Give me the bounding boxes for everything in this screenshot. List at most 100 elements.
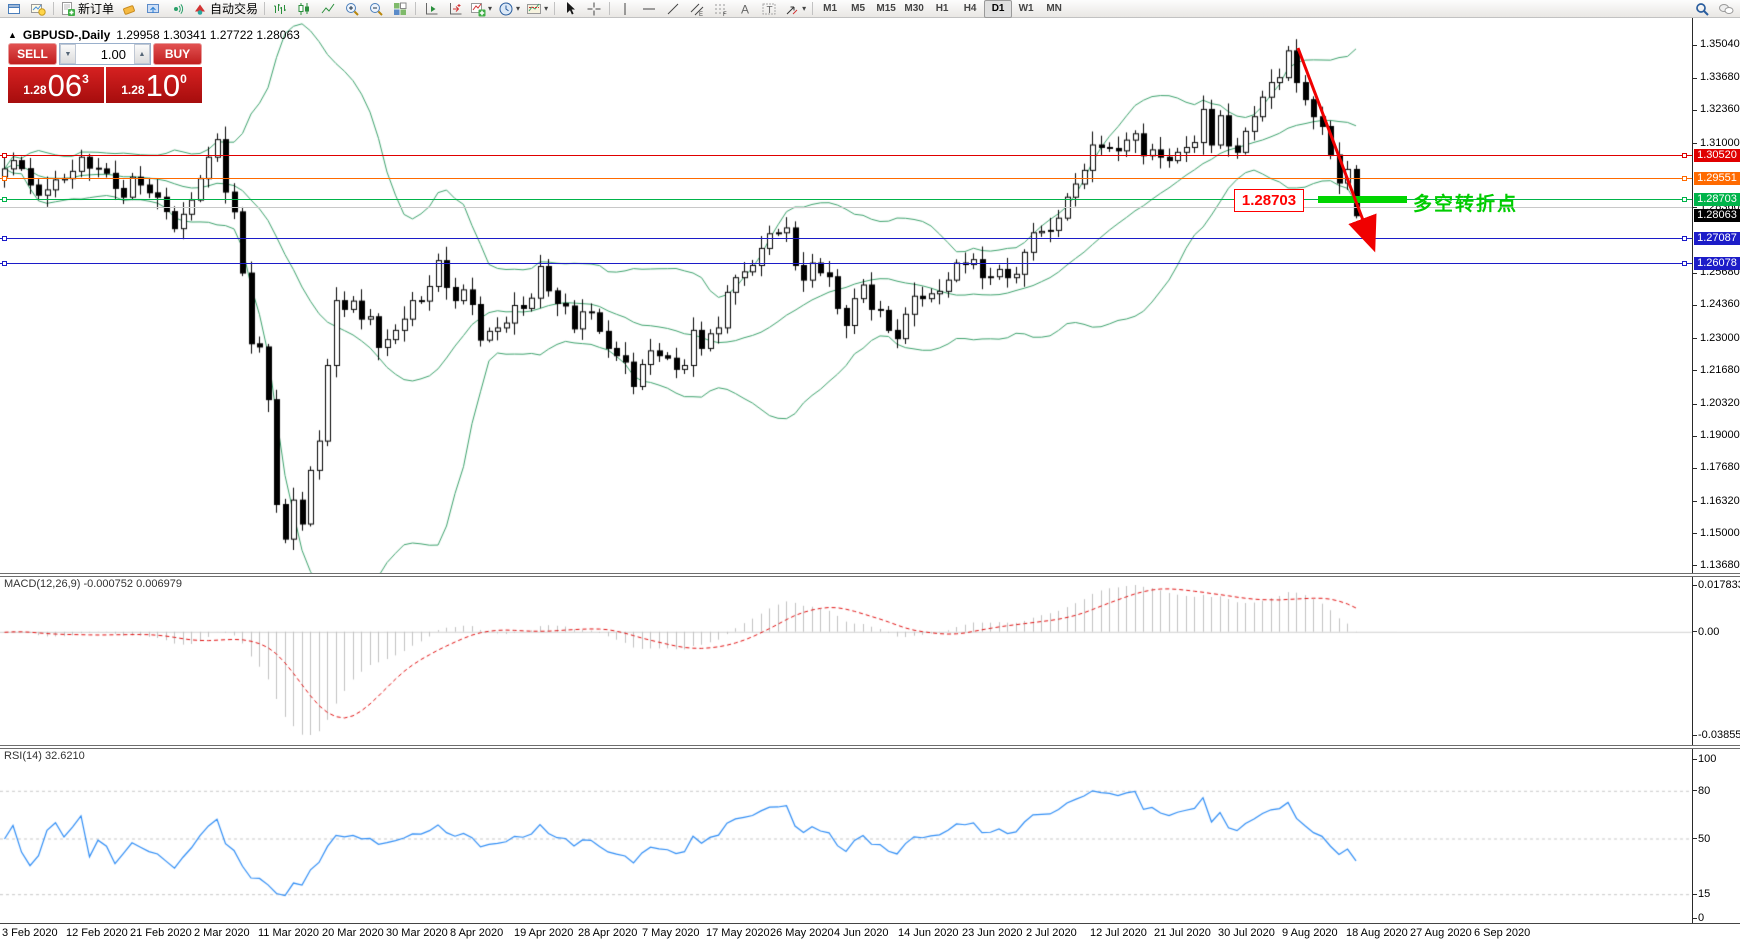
sell-button[interactable]: SELL — [8, 43, 57, 65]
volume-input[interactable]: 1.00 — [100, 46, 126, 62]
price-axis-tick-mark — [1692, 565, 1697, 567]
chat-button[interactable] — [1714, 0, 1738, 18]
new-order-button[interactable]: 新订单 — [57, 0, 117, 18]
eraser-button[interactable] — [117, 0, 141, 18]
chart-autoscroll-button[interactable] — [443, 0, 467, 18]
candlestick-chart-button[interactable] — [292, 0, 316, 18]
search-button[interactable] — [1690, 0, 1714, 18]
indicators-add-icon — [470, 1, 486, 17]
price-level-line[interactable] — [0, 154, 1692, 156]
price-level-label: 1.30520 — [1694, 148, 1740, 162]
sell-price-display[interactable]: 1.28 06 3 — [8, 67, 104, 103]
price-callout-box[interactable]: 1.28703 — [1234, 189, 1304, 213]
level-line-handle[interactable] — [1682, 176, 1687, 182]
horizontal-line-tool-button[interactable] — [637, 0, 661, 18]
tile-windows-button[interactable] — [388, 0, 412, 18]
timeframe-m1-button[interactable]: M1 — [823, 3, 838, 14]
buy-button[interactable]: BUY — [153, 43, 202, 65]
fibonacci-tool-button[interactable]: F — [709, 0, 733, 18]
price-level-line[interactable] — [0, 238, 1692, 240]
arrows-tool-button[interactable]: ▾ — [781, 0, 809, 18]
svg-text:E: E — [699, 12, 703, 17]
price-level-line[interactable] — [0, 207, 1692, 209]
toolbar-separator — [53, 2, 54, 15]
new-chart-button[interactable] — [2, 0, 26, 18]
volume-increase-button[interactable]: ▲ — [134, 44, 150, 64]
one-click-trading-panel: SELL ▼ 1.00 ▲ BUY 1.28 06 3 1.28 10 0 — [8, 43, 202, 103]
macd-pane-canvas[interactable] — [0, 577, 1692, 745]
one-click-collapse-icon[interactable]: ▲ — [8, 30, 17, 40]
zoom-in-button[interactable] — [340, 0, 364, 18]
level-line-handle[interactable] — [1682, 236, 1687, 242]
svg-text:A: A — [741, 2, 749, 16]
timeframe-w1-button[interactable]: W1 — [1018, 3, 1034, 14]
level-line-handle[interactable] — [2, 176, 7, 182]
volume-decrease-button[interactable]: ▼ — [60, 44, 76, 64]
main-chart-canvas[interactable] — [0, 18, 1692, 574]
level-line-handle[interactable] — [2, 152, 7, 158]
buy-price-sup: 0 — [180, 72, 187, 86]
macd-axis-label: 0.017833 — [1698, 579, 1740, 591]
macd-axis-tick-mark — [1692, 584, 1697, 586]
date-axis-label: 23 Jun 2020 — [962, 927, 1023, 939]
level-line-handle[interactable] — [2, 236, 7, 242]
timeframe-h4-button[interactable]: H4 — [963, 3, 977, 14]
date-axis[interactable]: 3 Feb 2020 12 Feb 2020 21 Feb 2020 2 Mar 20… — [0, 923, 1740, 942]
price-axis-tick-mark — [1692, 304, 1697, 306]
price-level-line[interactable] — [0, 178, 1692, 180]
zoom-out-button[interactable] — [364, 0, 388, 18]
trendline-tool-button[interactable] — [661, 0, 685, 18]
level-line-handle[interactable] — [2, 197, 7, 203]
price-axis-tick-mark — [1692, 44, 1697, 46]
indicators-button[interactable]: ▾ — [467, 0, 495, 18]
template-button[interactable]: ▾ — [523, 0, 551, 18]
timeframe-d1-button[interactable]: D1 — [984, 0, 1013, 18]
buy-price-display[interactable]: 1.28 10 0 — [106, 67, 202, 103]
periods-button[interactable]: ▾ — [495, 0, 523, 18]
text-label-icon: T — [761, 1, 777, 17]
bar-chart-icon — [272, 1, 288, 17]
level-line-handle[interactable] — [1682, 152, 1687, 158]
cursor-tool-button[interactable] — [558, 0, 582, 18]
eraser-icon — [121, 1, 137, 17]
news-sound-button[interactable] — [165, 0, 189, 18]
text-tool-button[interactable]: A — [733, 0, 757, 18]
level-line-handle[interactable] — [2, 261, 7, 267]
text-label-tool-button[interactable]: T — [757, 0, 781, 18]
timeframe-mn-button[interactable]: MN — [1046, 3, 1062, 14]
line-chart-button[interactable] — [316, 0, 340, 18]
timeframe-h1-button[interactable]: H1 — [935, 3, 949, 14]
bar-chart-button[interactable] — [268, 0, 292, 18]
pane-separator[interactable] — [0, 745, 1740, 749]
toolbar-separator — [264, 2, 266, 15]
chart-profile-button[interactable] — [26, 0, 50, 18]
chevron-down-icon: ▾ — [802, 3, 807, 13]
text-icon: A — [737, 1, 753, 17]
date-axis-label: 12 Feb 2020 — [66, 927, 128, 939]
template-icon — [526, 1, 542, 17]
sell-price-prefix: 1.28 — [23, 83, 47, 97]
date-axis-label: 27 Aug 2020 — [1410, 927, 1472, 939]
date-axis-label: 19 Apr 2020 — [514, 927, 574, 939]
timeframe-m5-button[interactable]: M5 — [851, 3, 866, 14]
price-level-line[interactable] — [0, 199, 1692, 201]
chart-shift-button[interactable] — [419, 0, 443, 18]
publish-button[interactable] — [141, 0, 165, 18]
level-line-handle[interactable] — [1682, 261, 1687, 267]
timeframe-m15-button[interactable]: M15 — [876, 3, 896, 14]
vertical-line-tool-button[interactable] — [613, 0, 637, 18]
crosshair-tool-button[interactable] — [582, 0, 606, 18]
level-line-handle[interactable] — [1682, 197, 1687, 203]
rsi-pane-canvas[interactable] — [0, 749, 1692, 923]
macd-axis-tick-mark — [1692, 631, 1697, 633]
pane-separator[interactable] — [0, 573, 1740, 577]
timeframe-m30-button[interactable]: M30 — [904, 3, 924, 14]
toolbar-separator — [609, 2, 611, 15]
turning-point-text[interactable]: 多空转折点 — [1413, 193, 1519, 215]
autotrade-button[interactable]: 自动交易 — [189, 0, 261, 18]
channel-tool-button[interactable]: E — [685, 0, 709, 18]
rsi-axis-tick-mark — [1692, 893, 1697, 895]
price-axis-tick-label: 1.32360 — [1700, 103, 1740, 116]
price-level-line[interactable] — [0, 263, 1692, 265]
turning-point-line[interactable] — [1318, 196, 1407, 204]
